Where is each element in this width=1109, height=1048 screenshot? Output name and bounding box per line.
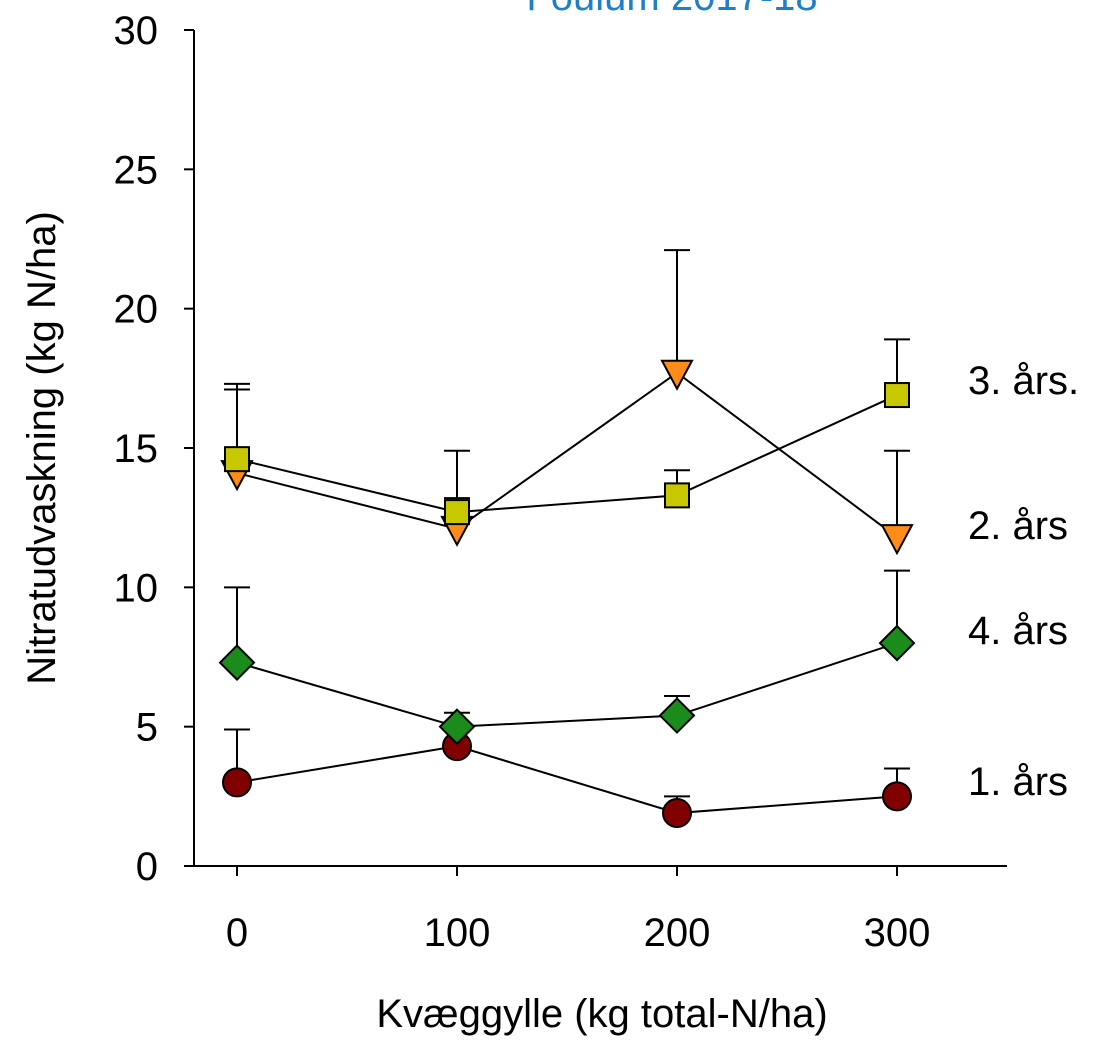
data-point — [444, 499, 470, 526]
data-point — [218, 644, 256, 681]
data-point — [880, 524, 914, 556]
y-tick-label: 25 — [114, 148, 159, 192]
x-tick-label: 0 — [226, 911, 248, 955]
data-point — [438, 708, 476, 746]
y-tick-label: 0 — [136, 845, 158, 889]
series-label: 4. års — [968, 609, 1068, 653]
series-label: 1. års — [968, 760, 1068, 804]
y-tick-label: 15 — [114, 427, 159, 471]
y-tick-label: 5 — [136, 706, 158, 750]
series-line — [236, 642, 898, 728]
series-label: 3. års. — [968, 359, 1079, 403]
y-tick-label: 10 — [114, 566, 159, 610]
x-tick-label: 300 — [864, 911, 931, 955]
y-axis-title: Nitratudvaskning (kg N/ha) — [20, 211, 64, 685]
series-line — [236, 745, 898, 815]
data-point — [222, 767, 252, 798]
data-point — [658, 697, 696, 734]
data-point — [224, 446, 250, 473]
series-line — [236, 371, 898, 538]
series-line — [236, 394, 898, 514]
y-tick-label: 30 — [114, 9, 159, 53]
x-tick-label: 100 — [424, 911, 491, 955]
data-point — [878, 624, 916, 662]
series-label: 2. års — [968, 504, 1068, 548]
data-point — [660, 359, 694, 391]
data-point — [884, 382, 910, 409]
data-point — [662, 798, 692, 829]
x-axis-title: Kvæggylle (kg total-N/ha) — [376, 992, 827, 1036]
data-point — [664, 482, 690, 509]
x-tick-label: 200 — [644, 911, 711, 955]
y-tick-label: 20 — [114, 288, 159, 332]
data-point — [882, 781, 912, 812]
chart-title: Foulum 2017-18 — [526, 0, 817, 19]
